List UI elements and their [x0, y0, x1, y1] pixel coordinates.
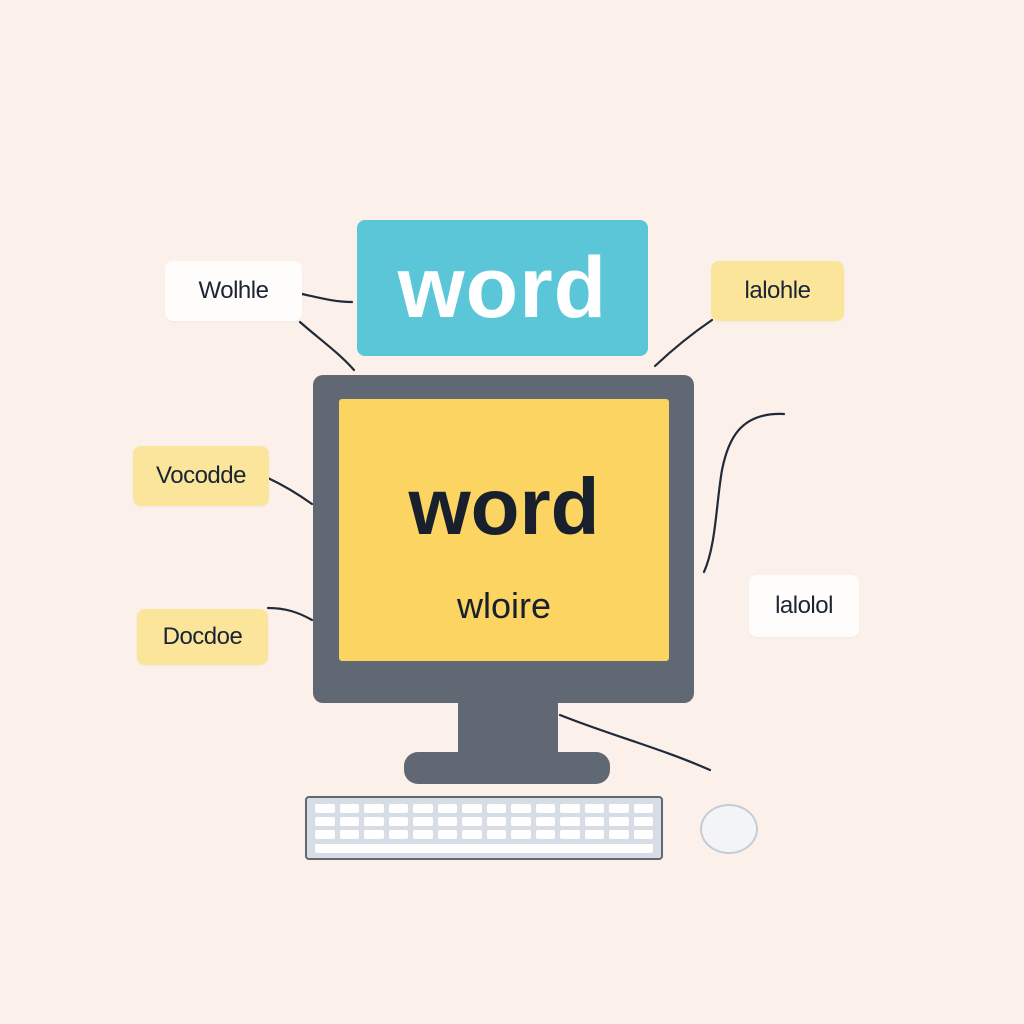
- screen-title: word: [408, 462, 600, 551]
- connector-docdoe-monitor: [266, 606, 314, 622]
- desktop-monitor-icon: word wloire: [313, 375, 694, 703]
- keyboard-space-bar: [315, 844, 653, 853]
- connector-lalohle-monitor: [653, 318, 714, 368]
- label-lalolol: lalolol: [749, 575, 859, 637]
- keyboard-row: [315, 804, 653, 813]
- label-vocodde: Vocodde: [133, 446, 269, 506]
- connector-right-monitor: [702, 412, 786, 574]
- connector-wolhle-title: [300, 292, 354, 304]
- label-lalohle-text: lalohle: [744, 277, 811, 304]
- keyboard-row: [315, 817, 653, 826]
- monitor-screen: word wloire: [339, 399, 669, 661]
- monitor-stand-neck: [458, 703, 558, 755]
- connector-wolhle-monitor: [298, 320, 356, 372]
- word-title-text: word: [397, 239, 608, 336]
- keyboard-row: [315, 830, 653, 839]
- label-docdoe-text: Docdoe: [162, 623, 243, 650]
- label-lalolol-text: lalolol: [775, 592, 833, 619]
- label-wolhle: Wolhle: [165, 261, 302, 321]
- word-title-box: word: [357, 220, 648, 356]
- monitor-stand-base: [404, 752, 610, 784]
- connector-vocodde-monitor: [266, 476, 314, 506]
- mouse-icon: [700, 804, 758, 854]
- screen-subtitle: wloire: [456, 585, 552, 626]
- label-lalohle: lalohle: [711, 261, 844, 321]
- label-wolhle-text: Wolhle: [198, 277, 269, 304]
- keyboard-icon: [305, 796, 663, 860]
- label-docdoe: Docdoe: [137, 609, 268, 665]
- label-vocodde-text: Vocodde: [156, 462, 246, 489]
